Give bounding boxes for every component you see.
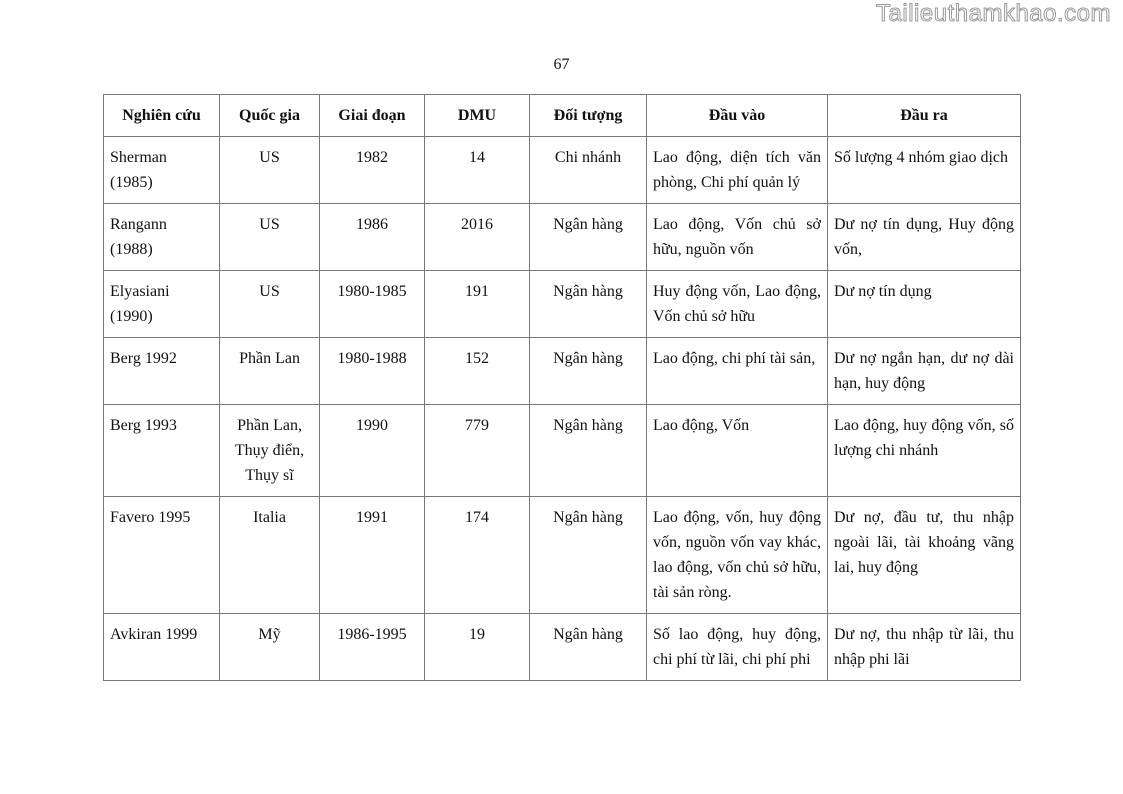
watermark: Tailieuthamkhao.com	[876, 0, 1111, 28]
table-cell: Ngân hàng	[529, 496, 647, 614]
table-cell: 152	[424, 337, 530, 405]
table-cell: Lao động, Vốn	[646, 404, 828, 497]
table-cell: Dư nợ, đầu tư, thu nhập ngoài lãi, tài k…	[827, 496, 1021, 614]
table-cell: 174	[424, 496, 530, 614]
table-cell: 1980-1988	[319, 337, 425, 405]
table-cell: Lao động, huy động vốn, số lượng chi nhá…	[827, 404, 1021, 497]
table-cell: 1986-1995	[319, 613, 425, 681]
table-cell: US	[219, 270, 320, 338]
table-cell: 19	[424, 613, 530, 681]
table-cell: Berg 1992	[103, 337, 220, 405]
table-cell: 1980-1985	[319, 270, 425, 338]
table-row: Berg 1992 Phần Lan 1980-1988 152 Ngân hàng La…	[103, 337, 1021, 405]
table-row: Elyasiani (1990) US 1980-1985 191 Ngân hàng H…	[103, 270, 1021, 338]
table-row: Favero 1995 Italia 1991 174 Ngân hàng Lao độn…	[103, 496, 1021, 614]
table-cell: Dư nợ tín dụng, Huy động vốn,	[827, 203, 1021, 271]
table-cell: Ngân hàng	[529, 613, 647, 681]
table-row: Rangann (1988) US 1986 2016 Ngân hàng Lao độn…	[103, 203, 1021, 271]
table-cell: Phần Lan	[219, 337, 320, 405]
table-cell: Ngân hàng	[529, 270, 647, 338]
table-cell: Dư nợ tín dụng	[827, 270, 1021, 338]
table-cell: Elyasiani (1990)	[103, 270, 220, 338]
column-header: Đầu vào	[646, 94, 828, 137]
table-cell: Ngân hàng	[529, 337, 647, 405]
table-cell: Lao động, diện tích văn phòng, Chi phí q…	[646, 136, 828, 204]
table-cell: Berg 1993	[103, 404, 220, 497]
table-cell: Lao động, Vốn chủ sở hữu, nguồn vốn	[646, 203, 828, 271]
table-cell: 1986	[319, 203, 425, 271]
table-cell: 14	[424, 136, 530, 204]
table-header-row: Nghiên cứu Quốc gia Giai đoạn DMU Đối tượng Đ…	[103, 94, 1021, 137]
column-header: Quốc gia	[219, 94, 320, 137]
column-header: Nghiên cứu	[103, 94, 220, 137]
table-cell: Sherman (1985)	[103, 136, 220, 204]
column-header: Đầu ra	[827, 94, 1021, 137]
column-header: DMU	[424, 94, 530, 137]
table-cell: Rangann (1988)	[103, 203, 220, 271]
table-cell: US	[219, 136, 320, 204]
table-cell: Ngân hàng	[529, 404, 647, 497]
table-cell: Lao động, chi phí tài sản,	[646, 337, 828, 405]
table-cell: Italia	[219, 496, 320, 614]
column-header: Đối tượng	[529, 94, 647, 137]
table-cell: 2016	[424, 203, 530, 271]
table-cell: Ngân hàng	[529, 203, 647, 271]
table-cell: Dư nợ, thu nhập từ lãi, thu nhập phi lãi	[827, 613, 1021, 681]
table-cell: 1982	[319, 136, 425, 204]
table-row: Berg 1993 Phần Lan, Thụy điển, Thụy sĩ 199…	[103, 404, 1021, 497]
table-cell: 191	[424, 270, 530, 338]
table-cell: Mỹ	[219, 613, 320, 681]
table-row: Sherman (1985) US 1982 14 Chi nhánh Lao động,…	[103, 136, 1021, 204]
table-cell: Avkiran 1999	[103, 613, 220, 681]
table-cell: 1991	[319, 496, 425, 614]
table-cell: 779	[424, 404, 530, 497]
table-cell: Số lượng 4 nhóm giao dịch	[827, 136, 1021, 204]
table-cell: Chi nhánh	[529, 136, 647, 204]
table-row: Avkiran 1999 Mỹ 1986-1995 19 Ngân hàng Số lao…	[103, 613, 1021, 681]
table-cell: 1990	[319, 404, 425, 497]
table-cell: Dư nợ ngắn hạn, dư nợ dài hạn, huy động	[827, 337, 1021, 405]
table-cell: US	[219, 203, 320, 271]
table-cell: Số lao động, huy động, chi phí từ lãi, c…	[646, 613, 828, 681]
studies-table: Nghiên cứu Quốc gia Giai đoạn DMU Đối tượng Đ…	[103, 94, 1021, 681]
column-header: Giai đoạn	[319, 94, 425, 137]
table-cell: Lao động, vốn, huy động vốn, nguồn vốn v…	[646, 496, 828, 614]
table-cell: Phần Lan, Thụy điển, Thụy sĩ	[219, 404, 320, 497]
table-cell: Huy động vốn, Lao động, Vốn chủ sở hữu	[646, 270, 828, 338]
table-cell: Favero 1995	[103, 496, 220, 614]
page-number: 67	[553, 56, 570, 73]
